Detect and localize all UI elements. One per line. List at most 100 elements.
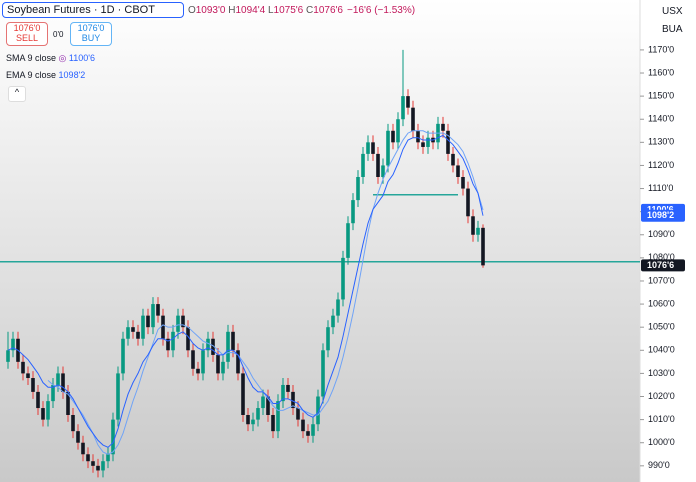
y-tick-label: 1170'0 bbox=[648, 44, 674, 54]
symbol[interactable]: Soybean Futures · 1D · CBOT bbox=[2, 2, 184, 18]
candle-body bbox=[66, 391, 70, 415]
candle-body bbox=[56, 373, 60, 385]
y-tick-label: 1130'0 bbox=[648, 137, 674, 147]
candle-body bbox=[361, 153, 365, 177]
candle-body bbox=[101, 461, 105, 471]
candle-body bbox=[411, 107, 415, 131]
candle-body bbox=[46, 401, 50, 420]
sell-label: SELL bbox=[15, 33, 39, 43]
candle-body bbox=[261, 396, 265, 409]
sell-button[interactable]: 1076'0 SELL bbox=[6, 22, 48, 46]
candle-body bbox=[96, 465, 100, 471]
candle-body bbox=[316, 396, 320, 425]
candle-body bbox=[341, 257, 345, 300]
candle-body bbox=[171, 331, 175, 351]
plot-bg bbox=[0, 0, 640, 482]
y-tick-label: 1070'0 bbox=[648, 275, 675, 285]
candle-body bbox=[131, 327, 135, 332]
candle-body bbox=[326, 327, 330, 351]
candle-body bbox=[351, 200, 355, 224]
indicator-line bbox=[47, 130, 484, 455]
candle-body bbox=[121, 338, 125, 374]
ohlc-value: 1093'0 bbox=[195, 4, 226, 16]
y-tick-label: 1160'0 bbox=[648, 67, 674, 77]
price-label: 1098'2 bbox=[647, 210, 674, 220]
candle-body bbox=[186, 327, 190, 351]
y-tick-label: 1080'0 bbox=[648, 252, 675, 262]
ohlc-value: 1094'4 bbox=[235, 4, 266, 16]
candle-body bbox=[386, 130, 390, 166]
indicator-name: EMA 9 close bbox=[6, 70, 57, 80]
ohlc-value: 1076'6 bbox=[313, 4, 343, 16]
candle-body bbox=[481, 227, 485, 266]
candle-body bbox=[466, 188, 470, 217]
y-tick-label: 1050'0 bbox=[648, 322, 675, 332]
candle-body bbox=[211, 338, 215, 355]
candle-body bbox=[441, 123, 445, 131]
y-tick-label: 1030'0 bbox=[648, 368, 675, 378]
candle-body bbox=[451, 153, 455, 166]
candle-body bbox=[166, 338, 170, 351]
menu[interactable]: BUA bbox=[662, 24, 683, 35]
candle-body bbox=[291, 391, 295, 409]
candle-body bbox=[51, 384, 55, 402]
ohlc-key: L bbox=[267, 4, 274, 16]
candle-body bbox=[71, 414, 75, 432]
candle-body bbox=[391, 130, 395, 143]
candle-body bbox=[276, 401, 280, 432]
price-label: 1076'6 bbox=[647, 260, 674, 270]
candle-body bbox=[226, 331, 230, 362]
ohlc: O1093'0 H1094'4 L1075'6 C1076'6 bbox=[188, 5, 343, 16]
collapse-button[interactable]: ^ bbox=[8, 86, 26, 102]
candle-body bbox=[196, 368, 200, 374]
candle-body bbox=[306, 431, 310, 436]
y-tick-label: 1090'0 bbox=[648, 229, 675, 239]
currency[interactable]: USX bbox=[662, 6, 683, 17]
candle-body bbox=[151, 304, 155, 328]
candle-body bbox=[81, 442, 85, 455]
candle-body bbox=[11, 338, 15, 351]
candle-body bbox=[446, 130, 450, 154]
indicator-value: 1098'2 bbox=[58, 70, 86, 80]
indicator-value: 1100'6 bbox=[68, 53, 95, 63]
candle-body bbox=[336, 299, 340, 316]
ohlc-value: 1075'6 bbox=[273, 4, 304, 16]
price-label-bg bbox=[641, 259, 685, 272]
candle-body bbox=[61, 373, 65, 392]
y-tick-label: 1000'0 bbox=[648, 437, 675, 447]
y-tick-label: 1060'0 bbox=[648, 298, 675, 308]
candle-body bbox=[331, 315, 335, 328]
ohlc-key: H bbox=[228, 4, 236, 16]
ohlc-key: C bbox=[306, 4, 314, 16]
candle-body bbox=[231, 331, 235, 351]
buy-price: 1076'0 bbox=[77, 23, 105, 33]
candle-body bbox=[216, 354, 220, 374]
candle-body bbox=[191, 350, 195, 369]
candle-body bbox=[286, 384, 290, 392]
candle-body bbox=[301, 419, 305, 432]
candle-body bbox=[426, 137, 430, 147]
candle-body bbox=[396, 119, 400, 143]
candle-body bbox=[271, 414, 275, 432]
y-tick-label: 1150'0 bbox=[648, 90, 674, 100]
candle-body bbox=[246, 414, 250, 425]
candle-body bbox=[176, 315, 180, 332]
sell-price: 1076'0 bbox=[13, 23, 41, 33]
candle-body bbox=[36, 391, 40, 409]
candle-body bbox=[206, 338, 210, 351]
price-label-bg bbox=[641, 209, 685, 222]
candle-body bbox=[91, 461, 95, 466]
candle-body bbox=[366, 142, 370, 154]
y-tick-label: 1010'0 bbox=[648, 414, 675, 424]
candle-body bbox=[116, 373, 120, 420]
candle-body bbox=[26, 373, 30, 379]
candle-body bbox=[181, 315, 185, 328]
y-tick-label: 1120'0 bbox=[648, 160, 674, 170]
buy-button[interactable]: 1076'0 BUY bbox=[70, 22, 112, 46]
candle-body bbox=[6, 350, 10, 362]
candle-body bbox=[156, 304, 160, 316]
header: Soybean Futures · 1D · CBOT O1093'0 H109… bbox=[2, 2, 415, 18]
candle-body bbox=[471, 216, 475, 235]
candle-body bbox=[371, 142, 375, 154]
